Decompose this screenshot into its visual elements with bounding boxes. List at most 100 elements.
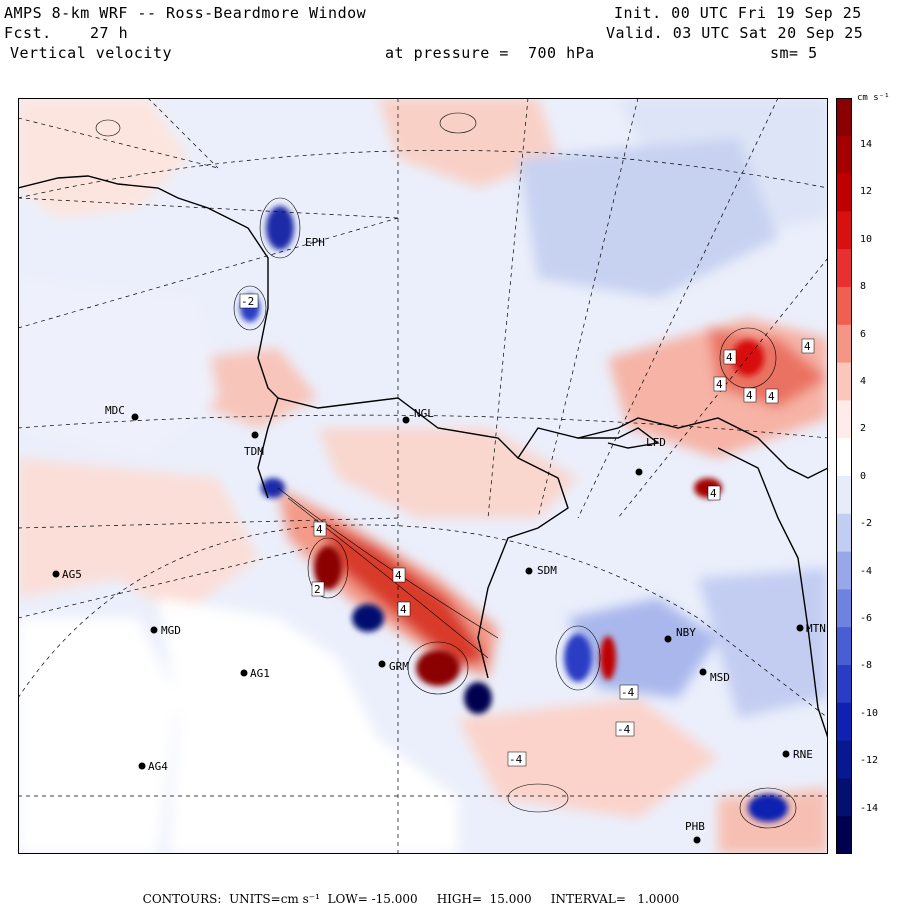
colorbar-tick: 10 [860, 233, 873, 245]
colorbar-swatch [836, 778, 852, 817]
colorbar-tick: 6 [860, 328, 867, 340]
contour-label: 4 [804, 340, 811, 353]
station-marker-mgd [150, 626, 158, 634]
colorbar-swatch [836, 135, 852, 175]
forecast-hours: 27 h [90, 24, 129, 42]
station-marker-ngl [402, 416, 410, 424]
station-marker-phb [693, 836, 701, 844]
station-label-eph: EPH [305, 236, 325, 249]
colorbar-swatch [836, 324, 852, 364]
colorbar-tick: 0 [860, 470, 867, 482]
coastline [18, 175, 828, 739]
colorbar-tick: -10 [860, 707, 879, 719]
contour-label: 2 [314, 583, 321, 596]
station-label-phb: PHB [685, 820, 705, 833]
contour-label: 4 [768, 390, 775, 403]
station-label-mgd: MGD [161, 624, 181, 637]
vertical-velocity-map: MDC TDM NGL SDM AG5 MGD AG1 AG4 GRM NBY … [18, 98, 828, 854]
velocity-field [18, 98, 828, 854]
contour-value-labels: 4 4 4 4 4 4 4 4 4 -4 -4 -4 -2 2 [239, 293, 815, 767]
contour-label: 4 [395, 569, 402, 582]
contour-info: CONTOURS: UNITS=cm s⁻¹ LOW= -15.000 HIGH… [135, 878, 680, 906]
colorbar-tick: -14 [860, 802, 879, 814]
colorbar-swatch [836, 551, 852, 590]
valid-time: Valid. 03 UTC Sat 20 Sep 25 [606, 24, 864, 42]
station-label-tdm: TDM [244, 445, 264, 458]
contour-high: HIGH= 15.000 [436, 892, 532, 906]
station-marker-msd [699, 668, 707, 676]
colorbar-swatch [836, 740, 852, 779]
contour-units: UNITS=cm s⁻¹ [229, 892, 320, 906]
station-label-mtn: MTN [806, 622, 826, 635]
contour-label: 4 [710, 487, 717, 500]
colorbar-swatch [836, 400, 852, 439]
station-marker-nby [664, 635, 672, 643]
station-marker-ag5 [52, 570, 60, 578]
pressure-level: at pressure = 700 hPa [385, 44, 595, 62]
station-marker-tdm [251, 431, 259, 439]
colorbar-swatch [836, 513, 852, 553]
colorbar-swatch [836, 98, 852, 137]
station-label-grm: GRM [389, 660, 409, 673]
colorbar [836, 98, 852, 854]
station-marker-grm [378, 660, 386, 668]
station-label-ag1: AG1 [250, 667, 270, 680]
forecast-label: Fcst. [4, 24, 52, 42]
contour-label: -2 [241, 295, 254, 308]
station-label-lfd: LFD [646, 436, 666, 449]
station-label-ag4: AG4 [148, 760, 168, 773]
contour-label: 4 [716, 378, 723, 391]
map-frame [18, 98, 828, 854]
contour-label: -4 [621, 686, 635, 699]
colorbar-unit: cm s⁻¹ [857, 93, 890, 103]
contour-label: 4 [316, 523, 323, 536]
station-label-msd: MSD [710, 671, 730, 684]
colorbar-tick: 12 [860, 186, 873, 198]
colorbar-tick: -8 [860, 660, 873, 672]
colorbar-swatch [836, 627, 852, 666]
colorbar-swatch [836, 173, 852, 212]
colorbar-tick: 4 [860, 376, 867, 387]
field-name: Vertical velocity [10, 44, 173, 62]
colorbar-tick: 8 [860, 281, 867, 293]
station-label-ngl: NGL [414, 407, 434, 420]
colorbar-swatch [836, 476, 852, 515]
colorbar-tick: -6 [860, 613, 873, 624]
station-label-ag5: AG5 [62, 568, 82, 581]
stations: MDC TDM NGL SDM AG5 MGD AG1 AG4 GRM NBY … [52, 236, 826, 844]
intense-updrafts [240, 206, 788, 822]
contour-interval: INTERVAL= 1.0000 [550, 892, 680, 906]
init-time: Init. 00 UTC Fri 19 Sep 25 [614, 4, 862, 22]
colorbar-swatch [836, 438, 852, 477]
colorbar-swatch [836, 816, 852, 854]
contour-label: 4 [400, 603, 407, 616]
colorbar-tick: -12 [860, 755, 879, 767]
contour-lines [95, 112, 797, 829]
colorbar-tick: -2 [860, 518, 873, 530]
station-label-nby: NBY [676, 626, 696, 639]
colorbar-swatch [836, 211, 852, 250]
colorbar-swatch [836, 665, 852, 704]
colorbar-swatch [836, 287, 852, 326]
contour-label: -4 [617, 723, 631, 736]
station-marker-ag1 [240, 669, 248, 677]
contour-low: LOW= -15.000 [327, 892, 418, 906]
map-title: AMPS 8-km WRF -- Ross-Beardmore Window [4, 4, 367, 22]
station-label-rne: RNE [793, 748, 813, 761]
station-marker-sdm [525, 567, 533, 575]
station-marker-rne [782, 750, 790, 758]
colorbar-tick: 2 [860, 423, 867, 435]
colorbar-swatch [836, 702, 852, 742]
colorbar-swatch [836, 249, 852, 288]
station-marker-lfd [635, 468, 643, 476]
colorbar-tick: -4 [860, 565, 873, 577]
station-marker-mtn [796, 624, 804, 632]
colorbar-tick: 14 [860, 139, 873, 150]
contour-label: -4 [509, 753, 523, 766]
smoothing-value: sm= 5 [770, 44, 818, 62]
colorbar-frame [836, 98, 852, 854]
station-label-sdm: SDM [537, 564, 557, 577]
colorbar-swatch [836, 362, 852, 401]
station-marker-ag4 [138, 762, 146, 770]
colorbar-swatch [836, 589, 852, 628]
